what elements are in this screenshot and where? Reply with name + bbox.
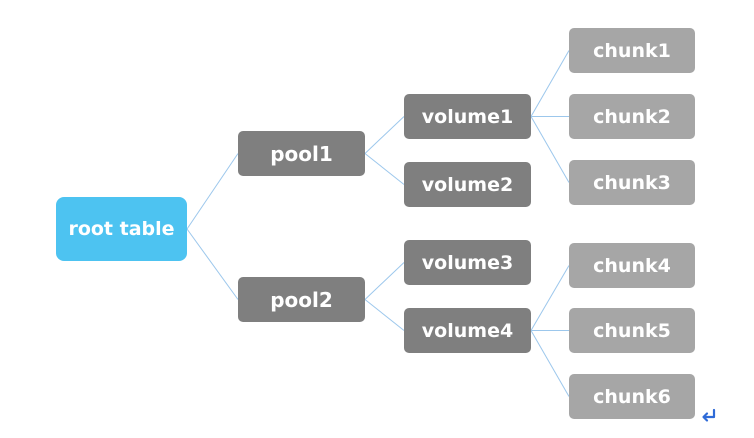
volume2-node: volume2 (404, 162, 531, 207)
connector-pool1-volume1 (364, 116, 405, 154)
chunk2-node: chunk2 (569, 94, 695, 139)
connector-volume4-chunk4 (530, 265, 570, 331)
connector-root-pool1 (186, 153, 239, 230)
connector-pool2-volume4 (364, 299, 405, 331)
root-table-node: root table (56, 197, 187, 261)
connector-volume1-chunk1 (530, 50, 570, 117)
chunk1-node: chunk1 (569, 28, 695, 73)
pool1-node: pool1 (238, 131, 365, 176)
chunk6-node: chunk6 (569, 374, 695, 419)
volume1-node: volume1 (404, 94, 531, 139)
connector-pool2-volume3 (364, 262, 405, 300)
chunk5-node: chunk5 (569, 308, 695, 353)
connector-volume4-chunk6 (530, 330, 570, 397)
pool2-node: pool2 (238, 277, 365, 322)
connector-volume1-chunk3 (530, 116, 570, 183)
volume3-node: volume3 (404, 240, 531, 285)
paragraph-return-icon (702, 408, 716, 422)
chunk4-node: chunk4 (569, 243, 695, 288)
connector-pool1-volume2 (364, 153, 405, 185)
volume4-node: volume4 (404, 308, 531, 353)
chunk3-node: chunk3 (569, 160, 695, 205)
connector-root-pool2 (186, 228, 239, 300)
